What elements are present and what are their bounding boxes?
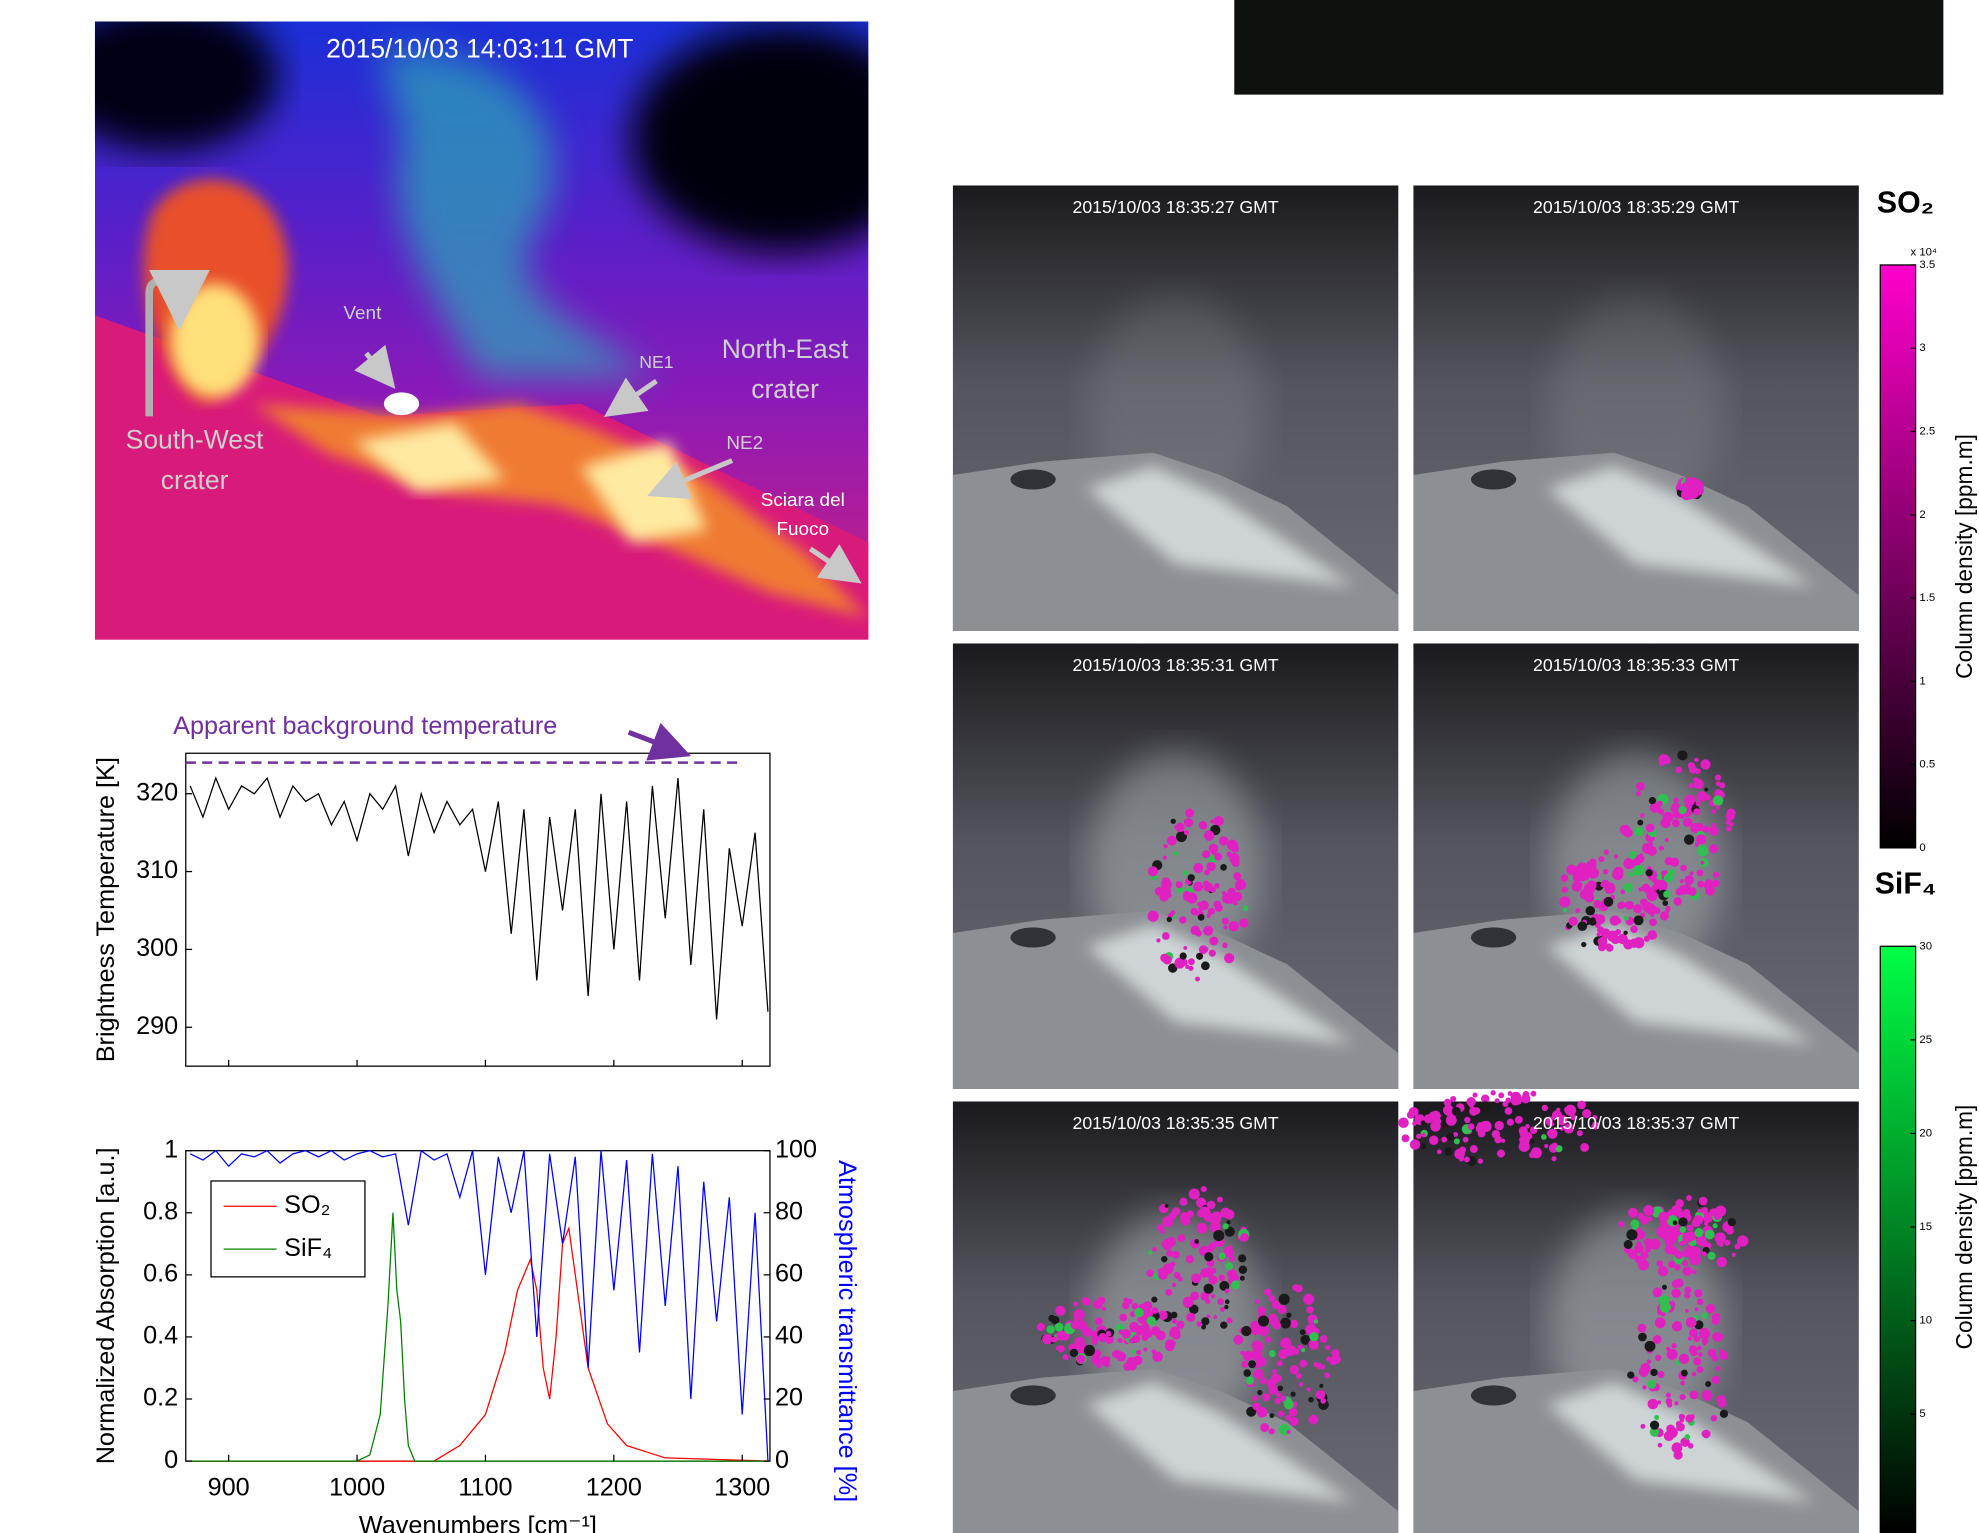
series-line — [190, 1225, 768, 1462]
frame-timestamp: 2015/10/03 18:35:27 GMT — [1073, 197, 1279, 217]
reference-label: Apparent background temperature — [173, 712, 557, 740]
frame-timestamp: 2015/10/03 18:35:37 GMT — [1533, 1113, 1739, 1133]
colorbar-tick-label: 10 — [1919, 1315, 1932, 1327]
image-label: crater — [751, 374, 819, 404]
frame-grid: 2015/10/03 18:35:27 GMT 2015/10/03 18:35:… — [952, 185, 1859, 1533]
thermal-timestamp: 2015/10/03 14:03:11 GMT — [326, 33, 633, 63]
y2-tick-label: 60 — [775, 1260, 803, 1288]
legend-box — [210, 1180, 366, 1278]
y-tick-label: 0.2 — [143, 1384, 178, 1412]
colorbar-title: SiF₄ — [1875, 868, 1937, 901]
colorbar-tick-label: 1 — [1919, 675, 1925, 687]
image-label: Fuoco — [776, 519, 829, 540]
colorbar-tick-label: 0 — [1919, 842, 1925, 854]
annotation-arrow — [627, 722, 692, 761]
camera-frame: 2015/10/03 18:35:33 GMT — [1413, 643, 1859, 1089]
x-tick-label: 1300 — [714, 1474, 770, 1502]
y-axis-label: Normalized Absorption [a.u.] — [92, 1147, 120, 1464]
plot-frame — [185, 752, 771, 1067]
colorbar-tick-label: 30 — [1919, 940, 1932, 952]
image-label: NE2 — [726, 433, 763, 454]
image-label: NE1 — [639, 352, 673, 372]
y2-tick-label: 40 — [775, 1322, 803, 1350]
y2-tick-label: 20 — [775, 1384, 803, 1412]
colorbar-tick-label: 0.5 — [1919, 759, 1935, 771]
colorbar-tick-label: 20 — [1919, 1127, 1932, 1139]
colorbar-title: SO₂ — [1877, 186, 1934, 219]
colorbar-tick-label: 1.5 — [1919, 592, 1935, 604]
photo-fragment — [1234, 0, 1944, 95]
frame-timestamp: 2015/10/03 18:35:33 GMT — [1533, 655, 1739, 675]
y2-axis-label: Atmospheric transmittance [%] — [833, 1160, 861, 1502]
image-label: Sciara del — [761, 490, 845, 511]
frame-timestamp: 2015/10/03 18:35:31 GMT — [1073, 655, 1279, 675]
y2-tick-label: 0 — [775, 1446, 789, 1474]
x-tick-label: 1000 — [329, 1474, 385, 1502]
series-line — [189, 1149, 769, 1462]
colorbar-tick-label: 25 — [1919, 1034, 1932, 1046]
y-tick-label: 0.6 — [143, 1260, 178, 1288]
image-label: South-West — [126, 425, 265, 455]
y2-tick-label: 100 — [775, 1135, 817, 1163]
y2-tick-label: 80 — [775, 1197, 803, 1225]
colorbar — [1879, 945, 1917, 1533]
colorbar-tick-label: 5 — [1919, 1408, 1925, 1420]
y-tick-label: 310 — [136, 856, 178, 884]
colorbar-tick-label: 3.5 — [1919, 259, 1935, 271]
colorbar-label: Column density [ppm.m] — [1951, 434, 1977, 679]
y-tick-label: 290 — [136, 1012, 178, 1040]
camera-frame: 2015/10/03 18:35:35 GMT — [952, 1101, 1399, 1533]
y-tick-label: 0 — [164, 1446, 178, 1474]
colorbar-tick-label: 3 — [1919, 342, 1925, 354]
colorbar-label: Column density [ppm.m] — [1951, 1105, 1977, 1350]
colorbar-scale: x 10⁴ — [1911, 246, 1937, 258]
y-tick-label: 1 — [164, 1135, 178, 1163]
colorbar — [1879, 264, 1917, 849]
y-tick-label: 0.4 — [143, 1322, 178, 1350]
camera-frame: 2015/10/03 18:35:27 GMT — [952, 185, 1399, 631]
camera-frame: 2015/10/03 18:35:29 GMT — [1413, 185, 1859, 631]
camera-frame: 2015/10/03 18:35:37 GMT — [1398, 1090, 1859, 1533]
image-label: crater — [161, 465, 229, 495]
y-tick-label: 320 — [136, 778, 178, 806]
series-line — [189, 776, 769, 1020]
y-tick-label: 300 — [136, 934, 178, 962]
image-label: Vent — [343, 303, 382, 324]
camera-frame: 2015/10/03 18:35:31 GMT — [952, 643, 1399, 1089]
x-tick-label: 1200 — [586, 1474, 642, 1502]
x-tick-label: 900 — [208, 1474, 250, 1502]
colorbar-tick-label: 15 — [1919, 1221, 1932, 1233]
y-tick-label: 0.8 — [143, 1197, 178, 1225]
x-axis-label: Wavenumbers [cm⁻¹] — [359, 1511, 597, 1533]
thermal-image — [94, 21, 869, 640]
frame-timestamp: 2015/10/03 18:35:29 GMT — [1533, 197, 1739, 217]
colorbar-tick-label: 2 — [1919, 509, 1925, 521]
y-axis-label: Brightness Temperature [K] — [92, 757, 120, 1062]
image-label: North-East — [722, 334, 849, 364]
x-tick-label: 1100 — [458, 1474, 512, 1502]
colorbar-tick-label: 2.5 — [1919, 426, 1935, 438]
legend-label: SiF₄ — [284, 1234, 332, 1262]
legend-label: SO₂ — [284, 1191, 330, 1219]
series-line — [190, 1212, 768, 1462]
frame-timestamp: 2015/10/03 18:35:35 GMT — [1073, 1113, 1279, 1133]
